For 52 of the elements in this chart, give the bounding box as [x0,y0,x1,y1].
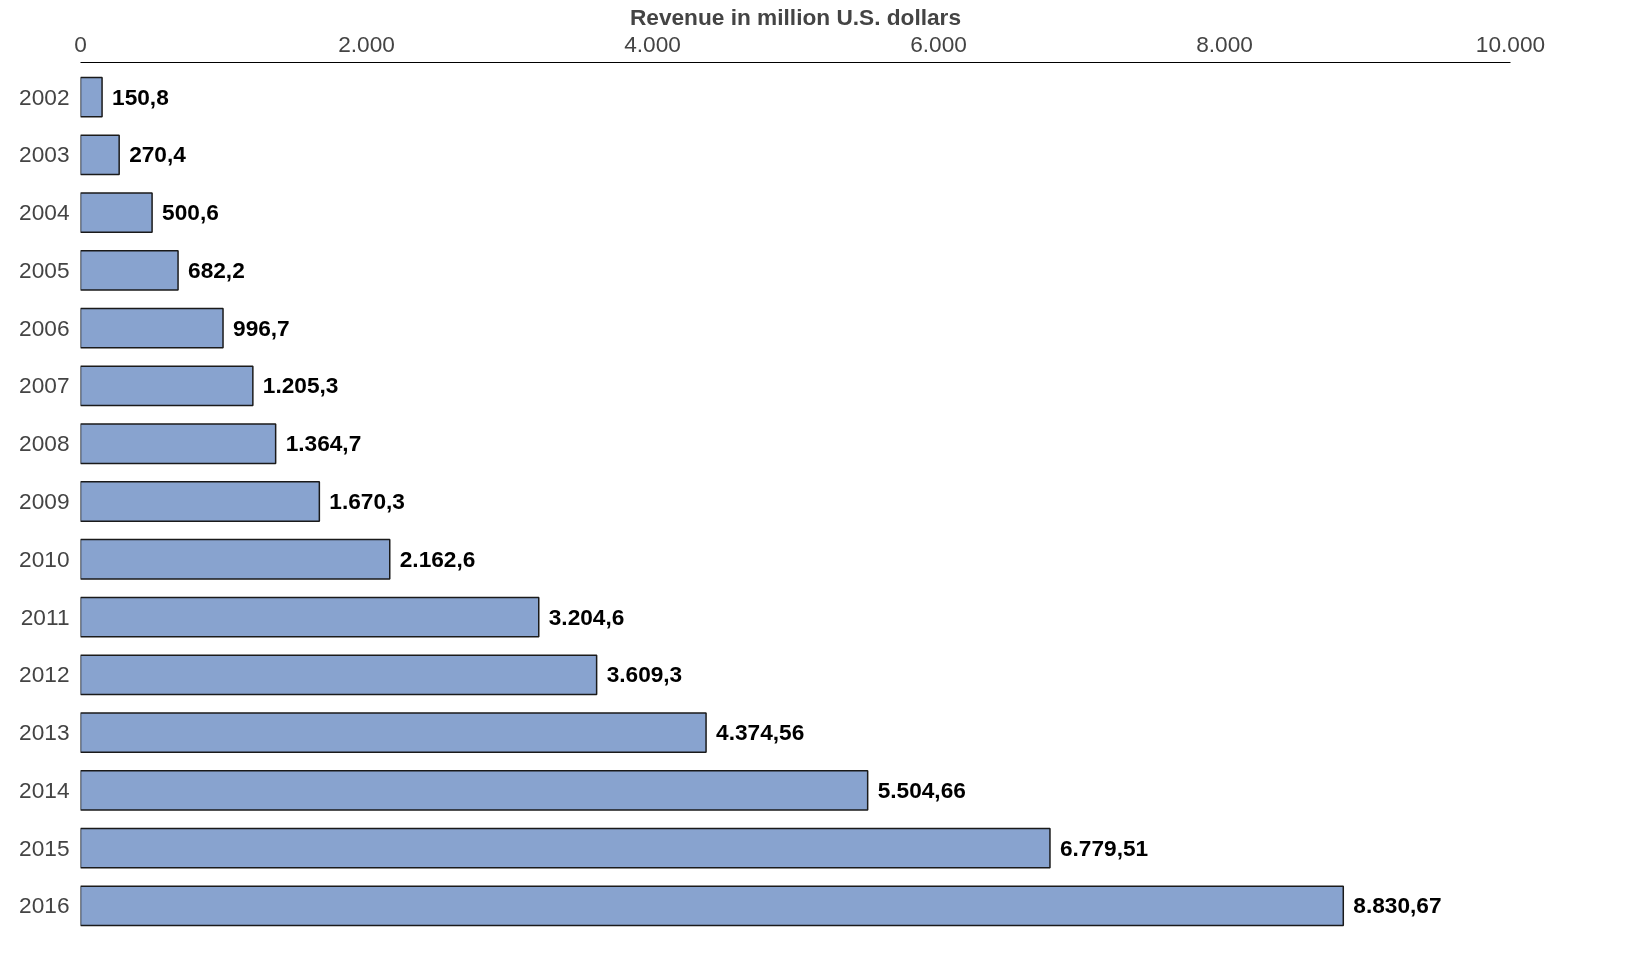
data-label: 3.609,3 [606,661,683,688]
y-tick-label: 2008 [19,430,70,457]
y-tick-label: 2005 [19,256,70,283]
y-tick-label: 2009 [19,488,70,514]
bar [80,423,277,465]
y-tick-label: 2015 [19,834,70,861]
x-tick-label: 6.000 [910,30,967,57]
bar [80,481,321,522]
bar [80,712,707,753]
y-tick-label: 2007 [19,372,70,399]
x-tick-label: 4.000 [624,30,681,57]
y-tick-label: 2002 [19,83,70,110]
y-tick-label: 2003 [19,141,70,168]
x-tick-label: 10.000 [1475,30,1546,57]
data-label: 6.779,51 [1059,834,1149,861]
bar [80,885,1345,927]
x-tick-label: 2.000 [338,30,395,57]
bar [80,365,254,407]
bar [80,134,120,176]
data-label: 270,4 [129,141,187,168]
bar [80,192,153,234]
data-label: 8.830,67 [1353,892,1442,919]
bar [80,654,598,696]
y-tick-label: 2014 [19,776,70,803]
y-tick-label: 2016 [19,892,70,919]
data-label: 150,8 [112,83,169,110]
data-label: 996,7 [233,314,290,341]
y-tick-label: 2013 [19,719,70,746]
y-tick-label: 2004 [19,199,70,226]
x-tick-label: 8.000 [1196,30,1253,57]
data-label: 3.204,6 [548,603,625,630]
y-tick-label: 2012 [19,661,70,688]
data-label: 1.205,3 [262,372,339,399]
y-tick-label: 2010 [19,545,70,572]
bar [80,827,1051,869]
data-label: 682,2 [188,256,245,283]
data-label: 500,6 [162,199,219,226]
data-label: 5.504,66 [877,776,966,803]
data-label: 1.670,3 [329,488,405,514]
bar [80,250,179,291]
x-axis-title: Revenue in million U.S. dollars [629,3,962,30]
bar [80,76,103,118]
data-label: 1.364,7 [285,430,362,457]
y-tick-label: 2006 [19,314,70,341]
bar [80,538,391,580]
bar [80,769,869,811]
data-label: 2.162,6 [399,545,476,572]
x-tick-label: 0 [74,30,87,57]
y-tick-label: 2011 [20,603,70,630]
bar [80,596,540,638]
data-label: 4.374,56 [716,719,805,746]
bar [80,307,224,349]
